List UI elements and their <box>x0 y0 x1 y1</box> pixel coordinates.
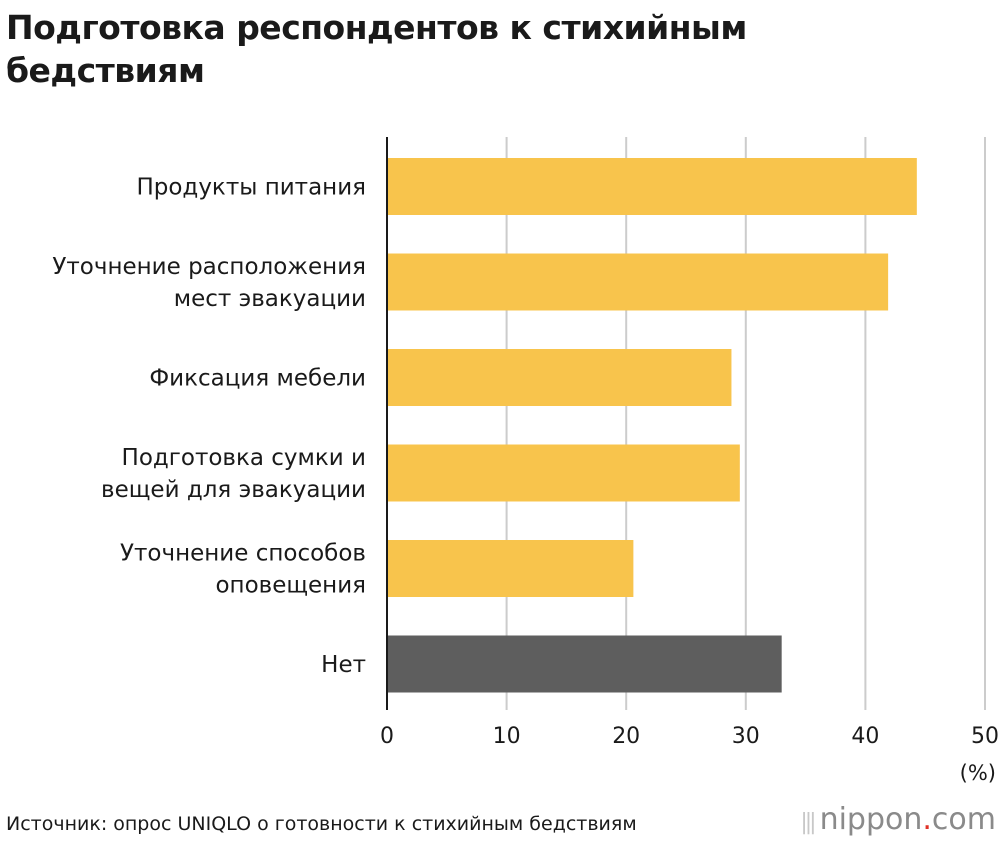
logo-name: nippon <box>819 802 923 837</box>
category-label: Уточнение расположения <box>52 254 366 280</box>
bar-5 <box>387 540 634 597</box>
category-label: Продукты питания <box>136 175 366 201</box>
source-note: Источник: опрос UNIQLO о готовности к ст… <box>6 813 637 835</box>
x-tick-label: 40 <box>851 724 879 749</box>
category-label: Нет <box>321 652 366 678</box>
x-tick-label: 30 <box>732 724 760 749</box>
bar-chart: Продукты питания Уточнение расположения ме… <box>52 137 999 785</box>
bar-4 <box>387 444 740 502</box>
category-label: Уточнение способов <box>120 541 366 567</box>
bar-6 <box>387 635 782 693</box>
logo-suffix: com <box>931 802 996 837</box>
category-label: мест эвакуации <box>174 286 366 312</box>
bar-3 <box>387 349 732 406</box>
x-tick-label: 0 <box>380 724 394 749</box>
bar-1 <box>387 158 917 215</box>
nippon-logo: ||| nippon.com <box>800 800 996 843</box>
category-label: оповещения <box>215 573 366 599</box>
logo-dot: . <box>922 802 932 837</box>
category-label: Подготовка сумки и <box>122 445 366 471</box>
bar-2 <box>387 253 889 311</box>
category-label: Фиксация мебели <box>149 366 366 392</box>
category-label: вещей для эвакуации <box>101 477 366 503</box>
logo-mark-icon: ||| <box>800 810 816 835</box>
unit-label: (%) <box>960 761 996 785</box>
chart-title: Подготовка респондентов к стихийным бедс… <box>6 8 747 90</box>
x-tick-label: 10 <box>493 724 521 749</box>
x-tick-label: 20 <box>612 724 640 749</box>
x-tick-label: 50 <box>971 724 999 749</box>
